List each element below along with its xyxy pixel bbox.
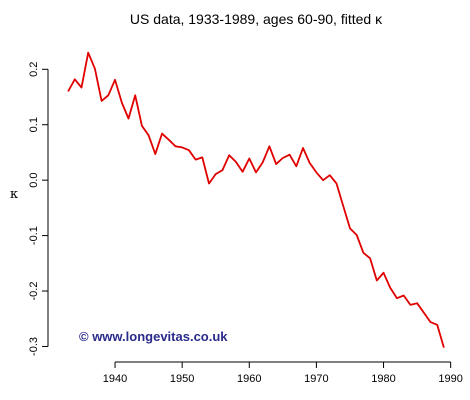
x-ticks: 1940 1950 1960 1970 1980 1990 bbox=[103, 362, 463, 385]
y-ticks: -0.3 -0.2 -0.1 0.0 0.1 0.2 bbox=[28, 62, 48, 356]
y-tick-label: 0.0 bbox=[28, 173, 40, 188]
y-tick-label: -0.3 bbox=[28, 337, 40, 356]
chart-title: US data, 1933-1989, ages 60-90, fitted κ bbox=[130, 11, 383, 27]
y-tick-label: -0.1 bbox=[28, 226, 40, 245]
y-tick-label: 0.2 bbox=[28, 62, 40, 77]
plot-area: -0.3-0.2-0.10.00.10.2 1940 1950 1960 1970 19… bbox=[28, 51, 463, 385]
series-layer bbox=[67, 51, 445, 348]
y-axis-label: κ bbox=[10, 187, 18, 202]
x-tick-label: 1940 bbox=[103, 373, 127, 385]
kappa-series-line bbox=[67, 51, 445, 348]
y-tick-label: -0.2 bbox=[28, 282, 40, 301]
copyright-watermark: © www.longevitas.co.uk bbox=[79, 329, 228, 344]
x-tick-label: 1950 bbox=[170, 373, 194, 385]
x-tick-label: 1980 bbox=[371, 373, 395, 385]
x-tick-label: 1970 bbox=[304, 373, 328, 385]
y-tick-label: 0.1 bbox=[28, 117, 40, 132]
x-tick-label: 1960 bbox=[237, 373, 261, 385]
x-tick-label: 1990 bbox=[438, 373, 462, 385]
